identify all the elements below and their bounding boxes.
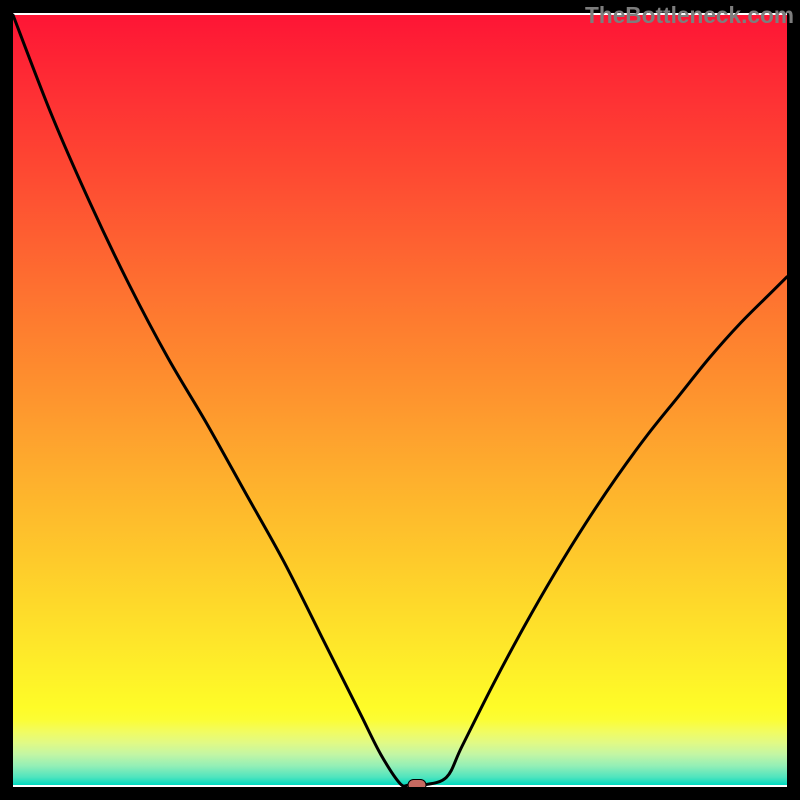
plot-background: [13, 15, 787, 785]
bottleneck-chart: [0, 0, 800, 800]
chart-container: TheBottleneck.com: [0, 0, 800, 800]
